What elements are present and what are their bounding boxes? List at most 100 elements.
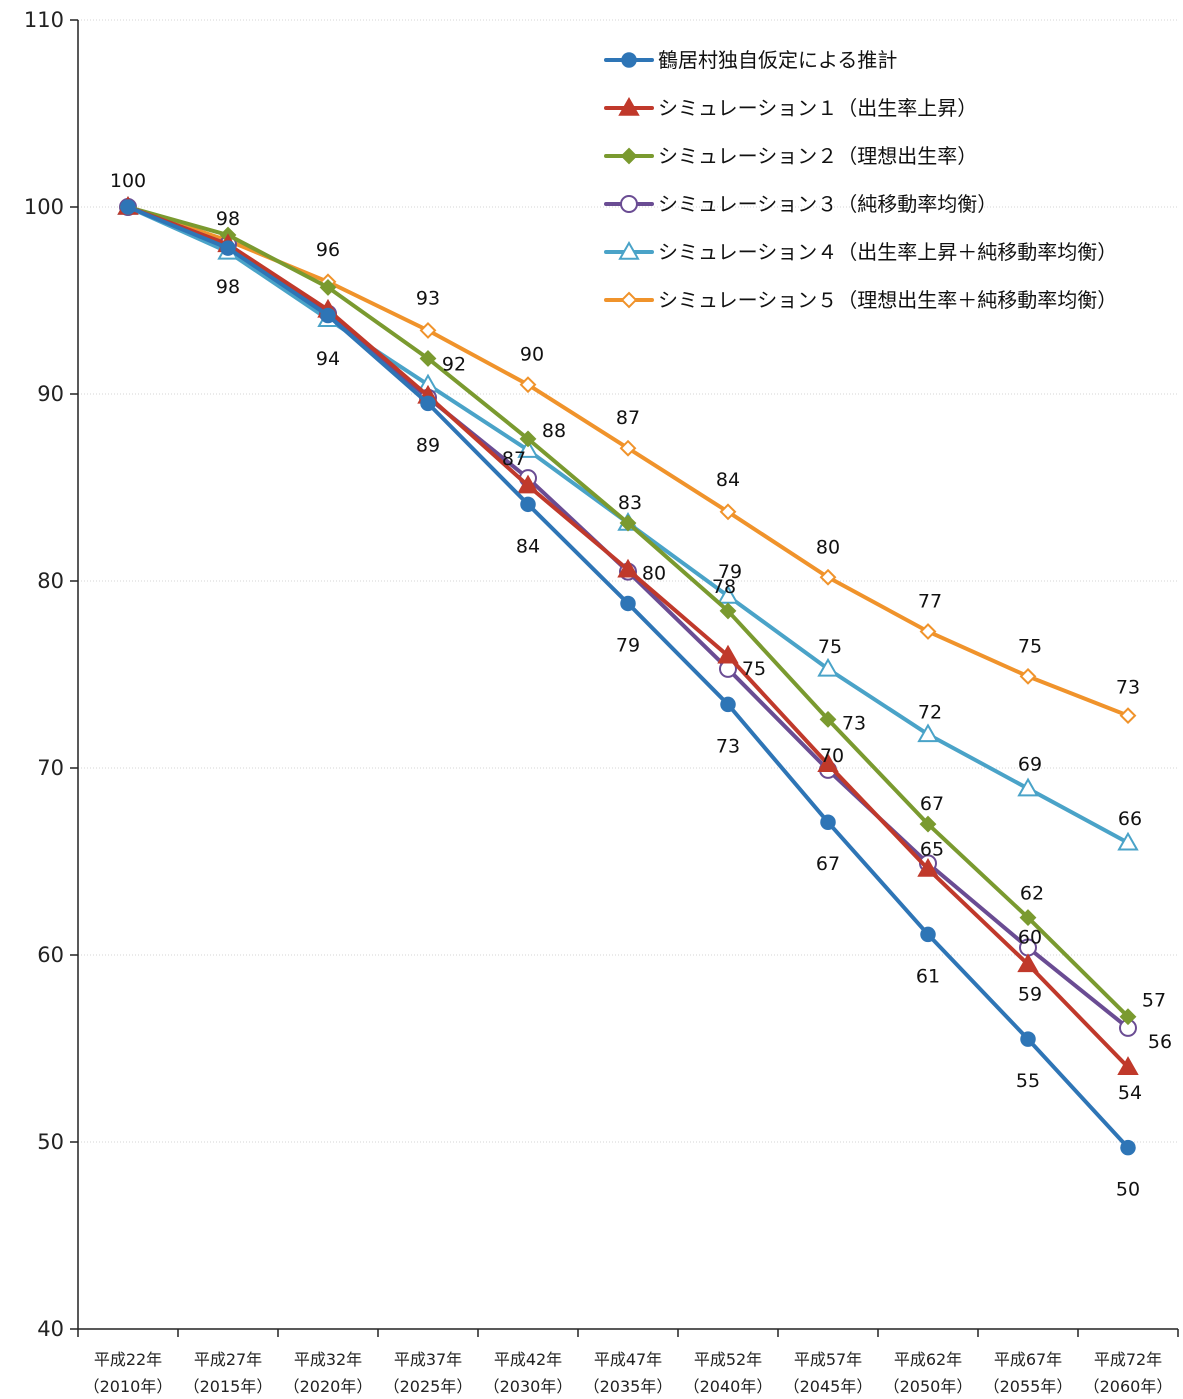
data-label: 60 <box>1018 927 1042 949</box>
series-1-point <box>420 395 436 412</box>
legend-label: シミュレーション５（理想出生率＋純移動率均衡） <box>658 288 1117 312</box>
legend-item-3: シミュレーション２（理想出生率） <box>604 144 977 168</box>
x-tick-label: 平成42年 <box>494 1350 562 1369</box>
x-tick-label: 平成22年 <box>94 1350 162 1369</box>
data-label: 56 <box>1148 1031 1172 1053</box>
series-6-point <box>1119 707 1137 725</box>
data-label: 79 <box>718 561 742 583</box>
y-tick-label: 70 <box>37 756 64 780</box>
series-2-point <box>517 474 539 494</box>
data-label: 83 <box>618 492 642 514</box>
series-1 <box>120 199 1136 1156</box>
legend-label: シミュレーション１（出生率上昇） <box>658 96 977 120</box>
data-label: 89 <box>416 434 440 456</box>
y-tick-label: 110 <box>24 8 64 32</box>
y-tick-label: 100 <box>24 195 64 219</box>
x-tick-label: 平成62年 <box>894 1350 962 1369</box>
data-labels: 89 84 79 73 67 61 55 50 59 54 98 92 88 78 73 67 62 57 80 75… <box>110 170 1172 1201</box>
data-label: 80 <box>816 536 840 558</box>
data-label: 73 <box>1116 677 1140 699</box>
x-tick-label-year: （2030年） <box>484 1377 573 1396</box>
series-5-point <box>517 439 539 458</box>
legend-item-1: 鶴居村独自仮定による推計 <box>604 48 897 72</box>
data-label: 80 <box>642 563 666 585</box>
data-label: 72 <box>918 701 942 723</box>
x-tick-label: 平成47年 <box>594 1350 662 1369</box>
legend-item-2: シミュレーション１（出生率上昇） <box>604 96 977 120</box>
series-1-point <box>820 814 836 830</box>
y-tick-label: 90 <box>37 382 64 406</box>
series-6-point <box>1019 667 1037 685</box>
data-label: 100 <box>110 170 146 192</box>
legend-label: 鶴居村独自仮定による推計 <box>658 48 897 72</box>
data-label: 77 <box>918 590 942 612</box>
data-label: 87 <box>616 407 640 429</box>
data-label: 69 <box>1018 754 1042 776</box>
data-label: 54 <box>1118 1082 1142 1104</box>
series-1-point <box>1120 1139 1136 1156</box>
series-3-point <box>919 815 937 833</box>
series-3-point <box>519 430 537 448</box>
data-label: 61 <box>916 965 940 987</box>
data-label: 59 <box>1018 983 1042 1005</box>
series-3-point <box>319 278 337 296</box>
legend-label: シミュレーション３（純移動率均衡） <box>658 192 997 216</box>
series-3-point <box>619 514 637 532</box>
series-1-point <box>920 926 936 943</box>
series-6-point <box>419 322 437 339</box>
data-label: 75 <box>1018 635 1042 657</box>
legend-item-6: シミュレーション５（理想出生率＋純移動率均衡） <box>604 288 1117 312</box>
series-6-point <box>719 503 737 521</box>
legend-item-5: シミュレーション４（出生率上昇＋純移動率均衡） <box>604 240 1117 264</box>
x-tick-label: 平成72年 <box>1094 1350 1162 1369</box>
series-1-point <box>220 240 236 256</box>
series-2-point <box>1117 1056 1139 1075</box>
x-tick-label-year: （2040年） <box>684 1377 773 1396</box>
x-tick-label: 平成57年 <box>794 1350 862 1369</box>
series-6-point <box>619 439 637 457</box>
legend-swatch-point <box>618 96 640 116</box>
series-1-point <box>120 199 136 215</box>
x-tick-label: 平成27年 <box>194 1350 262 1369</box>
x-tick-label: 平成37年 <box>394 1350 462 1369</box>
series-6-point <box>519 376 537 394</box>
series-5-point <box>1017 777 1039 797</box>
x-tick-label: 平成67年 <box>994 1350 1062 1369</box>
data-label: 87 <box>502 448 526 470</box>
x-tick-label-year: （2035年） <box>584 1377 673 1396</box>
data-label: 84 <box>716 469 740 491</box>
series-2-point <box>817 753 839 773</box>
legend-swatch-point <box>621 52 637 68</box>
series-1-point <box>520 496 536 513</box>
data-label: 67 <box>816 853 840 875</box>
data-label: 75 <box>742 658 766 680</box>
legend-swatch-point <box>620 195 638 213</box>
series-1-point <box>720 696 736 713</box>
legend-swatch-point <box>618 240 640 260</box>
x-tick-label-year: （2050年） <box>884 1377 973 1396</box>
x-tick-label-year: （2020年） <box>284 1377 373 1396</box>
series-6-point <box>919 623 937 640</box>
data-label: 70 <box>820 745 844 767</box>
series-3-point <box>1119 1008 1137 1026</box>
series-5-point <box>917 723 939 743</box>
series-1-point <box>620 595 636 612</box>
x-tick-label-year: （2015年） <box>184 1377 273 1396</box>
legend-label: シミュレーション２（理想出生率） <box>658 144 977 168</box>
x-tick-label: 平成32年 <box>294 1350 362 1369</box>
series-6-point <box>819 568 837 586</box>
data-label: 73 <box>842 712 866 734</box>
axes: 40 50 60 70 80 90 100 110 平成22年 （2010年） 平成27年 （2015… <box>24 8 1179 1396</box>
series-2-point <box>917 857 939 877</box>
data-label: 55 <box>1016 1070 1040 1092</box>
series-5-point <box>1117 831 1139 851</box>
y-tick-label: 40 <box>37 1317 64 1341</box>
x-tick-label: 平成52年 <box>694 1350 762 1369</box>
data-label: 93 <box>416 287 440 309</box>
data-label: 90 <box>520 344 544 366</box>
data-label: 78 <box>712 576 736 598</box>
data-label: 92 <box>442 353 466 375</box>
data-label: 98 <box>216 208 240 230</box>
series-5-point <box>817 657 839 677</box>
